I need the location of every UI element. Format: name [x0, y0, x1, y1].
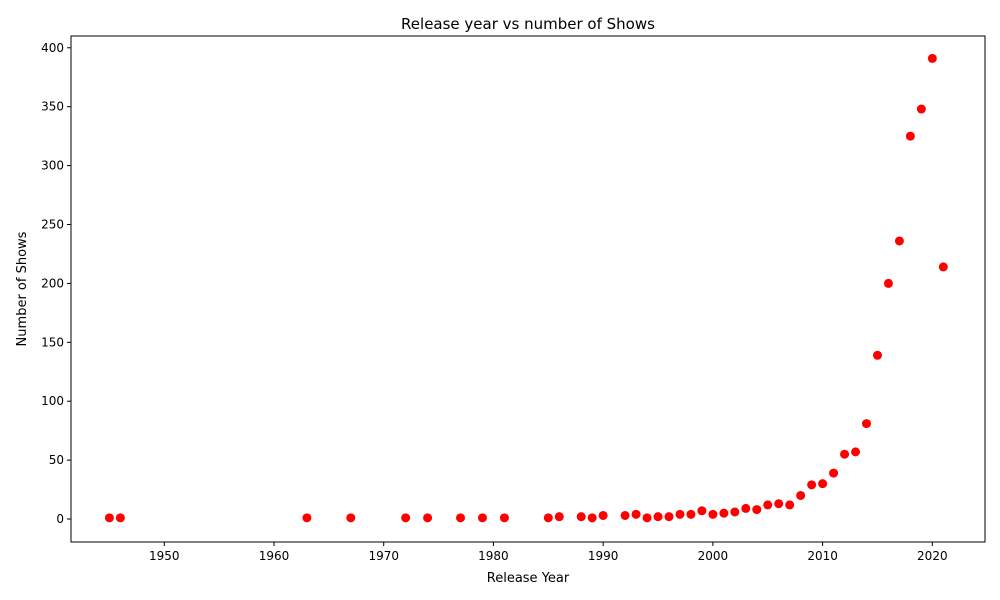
y-axis-ticks: 0 50 100 150 200 250 300 350 400	[41, 41, 71, 526]
data-point	[631, 509, 641, 519]
x-tick-label: 1980	[478, 549, 509, 563]
data-point	[104, 513, 114, 523]
data-point	[598, 510, 608, 520]
data-point	[401, 513, 411, 523]
data-point	[576, 512, 586, 522]
data-point	[883, 278, 893, 288]
data-point	[543, 513, 553, 523]
data-point	[905, 131, 915, 141]
data-point	[423, 513, 433, 523]
y-tick-label: 0	[56, 512, 64, 526]
data-point	[477, 513, 487, 523]
y-axis-label: Number of Shows	[15, 231, 30, 346]
x-axis-label: Release Year	[487, 571, 570, 586]
data-point	[927, 53, 937, 63]
x-tick-label: 1970	[368, 549, 399, 563]
data-point	[587, 513, 597, 523]
data-point	[302, 513, 312, 523]
data-point	[741, 503, 751, 513]
plot-area	[104, 53, 948, 523]
data-point	[346, 513, 356, 523]
data-point	[851, 447, 861, 457]
x-tick-label: 1960	[259, 549, 290, 563]
data-point	[807, 480, 817, 490]
y-tick-label: 200	[41, 276, 64, 290]
x-tick-label: 2000	[698, 549, 729, 563]
data-point	[115, 513, 125, 523]
data-point	[456, 513, 466, 523]
y-tick-label: 250	[41, 217, 64, 231]
data-point	[752, 505, 762, 515]
x-tick-label: 1950	[149, 549, 180, 563]
data-point	[664, 512, 674, 522]
data-point	[774, 499, 784, 509]
data-point	[675, 509, 685, 519]
y-tick-label: 400	[41, 41, 64, 55]
data-point	[840, 449, 850, 459]
x-axis-ticks: 1950 1960 1970 1980 1990 2000 2010 2020	[149, 542, 948, 563]
data-point	[861, 419, 871, 429]
data-point	[785, 500, 795, 510]
data-point	[796, 490, 806, 500]
data-point	[730, 507, 740, 517]
data-point	[499, 513, 509, 523]
data-point	[763, 500, 773, 510]
data-point	[686, 509, 696, 519]
data-point	[708, 509, 718, 519]
data-point	[894, 236, 904, 246]
data-point	[938, 262, 948, 272]
data-point	[620, 510, 630, 520]
x-tick-label: 1990	[588, 549, 619, 563]
y-tick-label: 150	[41, 335, 64, 349]
x-tick-label: 2010	[807, 549, 838, 563]
data-point	[872, 350, 882, 360]
y-tick-label: 50	[49, 453, 64, 467]
data-point	[554, 512, 564, 522]
data-point	[653, 512, 663, 522]
axes-frame	[70, 35, 986, 543]
y-tick-label: 100	[41, 394, 64, 408]
data-point	[829, 468, 839, 478]
chart-title: Release year vs number of Shows	[401, 15, 655, 33]
data-point	[642, 513, 652, 523]
y-tick-label: 300	[41, 159, 64, 173]
data-point	[916, 104, 926, 114]
data-point	[719, 508, 729, 518]
y-tick-label: 350	[41, 100, 64, 114]
data-point	[818, 479, 828, 489]
x-tick-label: 2020	[917, 549, 948, 563]
data-point	[697, 506, 707, 516]
